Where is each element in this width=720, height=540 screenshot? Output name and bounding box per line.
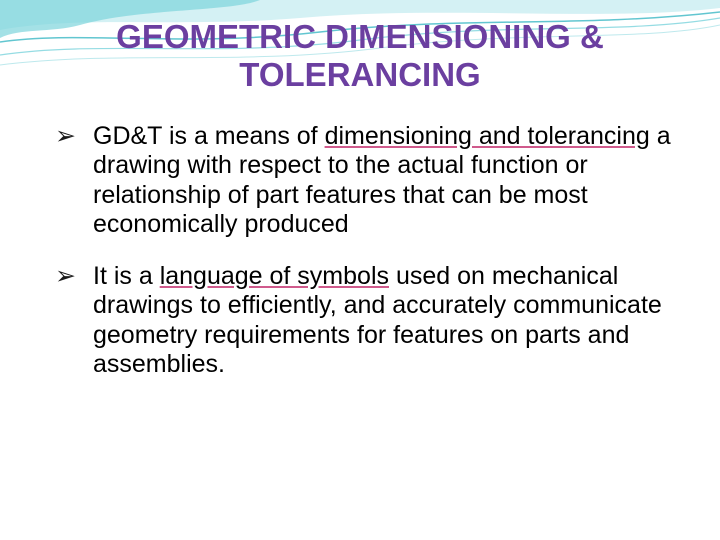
slide-title: GEOMETRIC DIMENSIONING & TOLERANCING bbox=[40, 18, 680, 94]
bullet-marker-icon: ➢ bbox=[55, 262, 93, 380]
bullet-prefix: It is a bbox=[93, 262, 160, 290]
bullet-text: It is a language of symbols used on mech… bbox=[93, 262, 680, 380]
bullet-item: ➢ GD&T is a means of dimensioning and to… bbox=[55, 122, 680, 240]
bullet-underlined: dimensioning and tolerancing bbox=[325, 122, 650, 150]
bullet-item: ➢ It is a language of symbols used on me… bbox=[55, 262, 680, 380]
bullet-list: ➢ GD&T is a means of dimensioning and to… bbox=[40, 122, 680, 380]
slide-content: GEOMETRIC DIMENSIONING & TOLERANCING ➢ G… bbox=[0, 0, 720, 442]
bullet-text: GD&T is a means of dimensioning and tole… bbox=[93, 122, 680, 240]
bullet-prefix: GD&T is a means of bbox=[93, 122, 325, 150]
bullet-underlined: language of symbols bbox=[160, 262, 389, 290]
bullet-marker-icon: ➢ bbox=[55, 122, 93, 240]
